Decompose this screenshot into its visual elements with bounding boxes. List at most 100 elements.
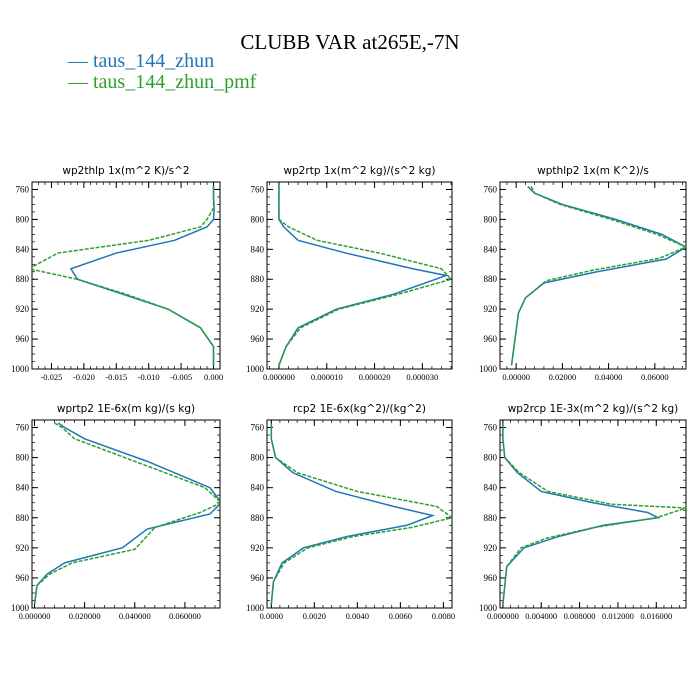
plot-frame bbox=[31, 419, 221, 609]
x-tick-label: 0.000020 bbox=[359, 372, 391, 382]
y-tick-label: 920 bbox=[484, 304, 498, 314]
y-tick-label: 960 bbox=[16, 334, 30, 344]
legend-label: taus_144_zhun_pmf bbox=[93, 71, 257, 93]
x-tick-label: 0.0080 bbox=[432, 611, 455, 621]
y-tick-label: 760 bbox=[251, 423, 265, 433]
panel-4: wprtp2 1E-6x(m kg)/(s kg) 760 800 840 880 920… bbox=[11, 403, 221, 621]
series-line-zhun-pmf bbox=[32, 185, 215, 366]
y-tick-label: 800 bbox=[16, 453, 30, 463]
x-tick-label: -0.020 bbox=[73, 372, 95, 382]
panel-title: rcp2 1E-6x(kg^2)/(kg^2) bbox=[293, 403, 426, 415]
y-tick-label: 800 bbox=[251, 214, 265, 224]
x-tick-label: 0.000000 bbox=[19, 611, 51, 621]
x-tick-label: 0.0020 bbox=[303, 611, 326, 621]
panel-1: wp2thlp 1x(m^2 K)/s^2 760 800 840 880 920 960 1… bbox=[11, 165, 223, 382]
y-tick-label: 960 bbox=[16, 573, 30, 583]
plot-frame bbox=[499, 419, 687, 609]
x-tick-label: 0.000000 bbox=[487, 611, 519, 621]
figure-title: CLUBB VAR at265E,-7N bbox=[240, 30, 460, 54]
series-line-zhun bbox=[278, 185, 450, 366]
legend-line-icon: — bbox=[68, 71, 88, 93]
panel-title: wp2rcp 1E-3x(m^2 kg)/(s^2 kg) bbox=[508, 403, 679, 415]
y-tick-label: 800 bbox=[251, 453, 265, 463]
x-tick-label: 0.06000 bbox=[641, 372, 669, 382]
panel-title: wp2rtp 1x(m^2 kg)/(s^2 kg) bbox=[283, 165, 435, 177]
panel-6: wp2rcp 1E-3x(m^2 kg)/(s^2 kg) 760 800 840 88… bbox=[479, 403, 687, 621]
y-tick-label: 1000 bbox=[11, 364, 30, 374]
y-tick-label: 800 bbox=[484, 214, 498, 224]
y-tick-label: 760 bbox=[16, 184, 30, 194]
y-tick-label: 800 bbox=[16, 214, 30, 224]
x-tick-label: 0.00000 bbox=[502, 372, 530, 382]
series-line-zhun bbox=[270, 423, 436, 605]
legend-item-zhun-pmf: — taus_144_zhun_pmf bbox=[68, 71, 256, 94]
x-tick-label: -0.015 bbox=[105, 372, 127, 382]
y-tick-label: 1000 bbox=[246, 364, 265, 374]
plot-frame bbox=[266, 181, 453, 370]
x-tick-label: 0.000010 bbox=[311, 372, 343, 382]
plot-frame bbox=[499, 181, 687, 370]
x-tick-label: 0.040000 bbox=[119, 611, 151, 621]
legend-item-zhun: — taus_144_zhun bbox=[68, 50, 214, 73]
x-tick-label: 0.0060 bbox=[389, 611, 412, 621]
legend-label: taus_144_zhun bbox=[93, 50, 215, 72]
y-tick-label: 760 bbox=[484, 184, 498, 194]
series-line-zhun-pmf bbox=[33, 422, 220, 605]
y-tick-label: 760 bbox=[251, 184, 265, 194]
x-tick-label: 0.000 bbox=[204, 372, 223, 382]
panel-3: wpthlp2 1x(m K^2)/s 760 800 840 880 920 960 100… bbox=[479, 165, 687, 382]
y-tick-label: 880 bbox=[16, 274, 30, 284]
series-line-zhun-pmf bbox=[270, 423, 452, 605]
plot-frame bbox=[266, 419, 453, 609]
series-line-zhun bbox=[510, 185, 686, 366]
x-tick-label: 0.016000 bbox=[640, 611, 672, 621]
plot-frame bbox=[31, 181, 221, 370]
x-tick-label: 0.004000 bbox=[525, 611, 557, 621]
y-tick-label: 880 bbox=[484, 513, 498, 523]
y-tick-label: 1000 bbox=[246, 603, 265, 613]
y-tick-label: 960 bbox=[484, 573, 498, 583]
panel-title: wpthlp2 1x(m K^2)/s bbox=[537, 165, 649, 177]
y-tick-label: 840 bbox=[251, 244, 265, 254]
y-tick-label: 880 bbox=[251, 513, 265, 523]
y-tick-label: 920 bbox=[16, 543, 30, 553]
series-line-zhun bbox=[69, 185, 215, 366]
y-tick-label: 960 bbox=[484, 334, 498, 344]
panel-title: wprtp2 1E-6x(m kg)/(s kg) bbox=[57, 403, 195, 415]
y-tick-label: 840 bbox=[251, 483, 265, 493]
y-tick-label: 880 bbox=[16, 513, 30, 523]
y-tick-label: 1000 bbox=[479, 603, 498, 613]
y-tick-label: 1000 bbox=[11, 603, 30, 613]
y-tick-label: 880 bbox=[251, 274, 265, 284]
x-tick-label: -0.010 bbox=[138, 372, 160, 382]
x-tick-label: 0.020000 bbox=[69, 611, 101, 621]
y-tick-label: 1000 bbox=[479, 364, 498, 374]
x-tick-label: 0.000000 bbox=[263, 372, 295, 382]
y-tick-label: 840 bbox=[16, 244, 30, 254]
x-tick-label: -0.025 bbox=[40, 372, 62, 382]
y-tick-label: 920 bbox=[251, 543, 265, 553]
y-tick-label: 880 bbox=[484, 274, 498, 284]
y-tick-label: 920 bbox=[16, 304, 30, 314]
series-line-zhun bbox=[33, 422, 220, 605]
y-tick-label: 920 bbox=[484, 543, 498, 553]
y-tick-label: 840 bbox=[484, 244, 498, 254]
x-tick-label: 0.0040 bbox=[346, 611, 369, 621]
series-line-zhun-pmf bbox=[502, 423, 686, 605]
x-tick-label: -0.005 bbox=[170, 372, 192, 382]
x-tick-label: 0.060000 bbox=[169, 611, 201, 621]
panel-5: rcp2 1E-6x(kg^2)/(kg^2) 760 800 840 880 920 96… bbox=[246, 403, 455, 621]
series-line-zhun-pmf bbox=[278, 185, 452, 366]
y-tick-label: 760 bbox=[16, 423, 30, 433]
y-tick-label: 920 bbox=[251, 304, 265, 314]
y-tick-label: 960 bbox=[251, 334, 265, 344]
panel-2: wp2rtp 1x(m^2 kg)/(s^2 kg) 760 800 840 880 92… bbox=[246, 165, 453, 382]
x-tick-label: 0.000030 bbox=[406, 372, 438, 382]
series-line-zhun-pmf bbox=[510, 186, 686, 366]
y-tick-label: 840 bbox=[484, 483, 498, 493]
y-tick-label: 800 bbox=[484, 453, 498, 463]
x-tick-label: 0.04000 bbox=[595, 372, 623, 382]
y-tick-label: 760 bbox=[484, 423, 498, 433]
y-tick-label: 960 bbox=[251, 573, 265, 583]
